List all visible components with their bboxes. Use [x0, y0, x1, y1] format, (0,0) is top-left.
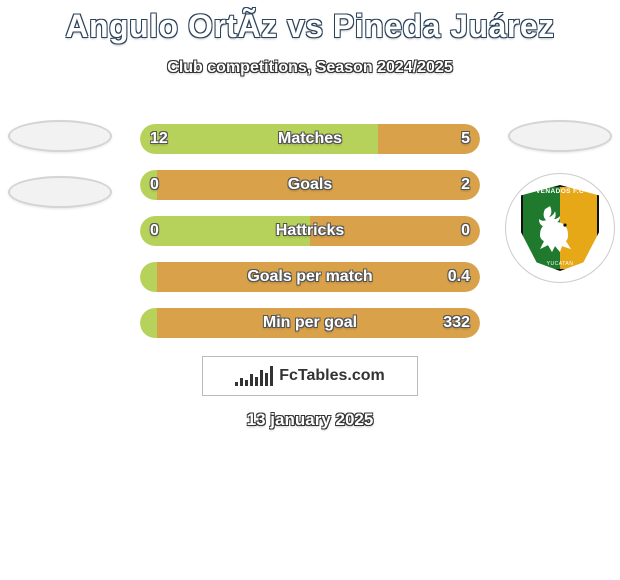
fctables-text: FcTables.com: [279, 367, 385, 385]
stat-left-value: 12: [150, 130, 168, 148]
fctables-badge: FcTables.com: [202, 356, 418, 396]
left-oval-stack: [0, 120, 120, 208]
comparison-bars: 12 5 Matches 0 2 Goals 0 0 Hattricks 0.4 Goals per…: [140, 124, 480, 338]
shield-icon: VENADOS F.C YUCATAN: [521, 185, 599, 271]
logo-top-text: VENADOS F.C: [521, 188, 599, 195]
stat-bar: 0 0 Hattricks: [140, 216, 480, 246]
stat-right-value: 0.4: [448, 268, 470, 286]
stat-right-value: 332: [443, 314, 470, 332]
stat-left-value: 0: [150, 176, 159, 194]
stat-bar: 0 2 Goals: [140, 170, 480, 200]
fctables-bar: [265, 373, 268, 386]
stat-bar-left-seg: [140, 262, 157, 292]
stat-bar: 332 Min per goal: [140, 308, 480, 338]
stat-label: Goals: [288, 176, 332, 194]
subtitle: Club competitions, Season 2024/2025: [0, 59, 620, 77]
right-oval-stack: [500, 120, 620, 152]
stat-right-value: 2: [461, 176, 470, 194]
stat-label: Goals per match: [247, 268, 372, 286]
fctables-bar: [250, 374, 253, 386]
fctables-bar: [270, 366, 273, 386]
fctables-bar: [235, 382, 238, 386]
stat-bar: 0.4 Goals per match: [140, 262, 480, 292]
fctables-bar: [260, 370, 263, 386]
logo-bottom-text: YUCATAN: [521, 261, 599, 267]
stat-bar-left-seg: [140, 124, 378, 154]
deer-icon: [537, 202, 583, 256]
stat-bar: 12 5 Matches: [140, 124, 480, 154]
stat-right-value: 0: [461, 222, 470, 240]
placeholder-oval: [8, 120, 112, 152]
stat-label: Matches: [278, 130, 342, 148]
stat-bar-left-seg: [140, 308, 157, 338]
stat-label: Min per goal: [263, 314, 357, 332]
placeholder-oval: [508, 120, 612, 152]
stat-label: Hattricks: [276, 222, 344, 240]
fctables-bars-icon: [235, 366, 273, 386]
fctables-bar: [245, 380, 248, 386]
stat-left-value: 0: [150, 222, 159, 240]
stat-right-value: 5: [461, 130, 470, 148]
club-logo: VENADOS F.C YUCATAN: [510, 178, 610, 278]
fctables-bar: [240, 378, 243, 386]
comparison-card: Angulo OrtÃ­z vs Pineda Juárez Club comp…: [0, 0, 620, 580]
fctables-bar: [255, 377, 258, 386]
placeholder-oval: [8, 176, 112, 208]
page-title: Angulo OrtÃ­z vs Pineda Juárez: [0, 8, 620, 45]
date-label: 13 january 2025: [0, 410, 620, 430]
